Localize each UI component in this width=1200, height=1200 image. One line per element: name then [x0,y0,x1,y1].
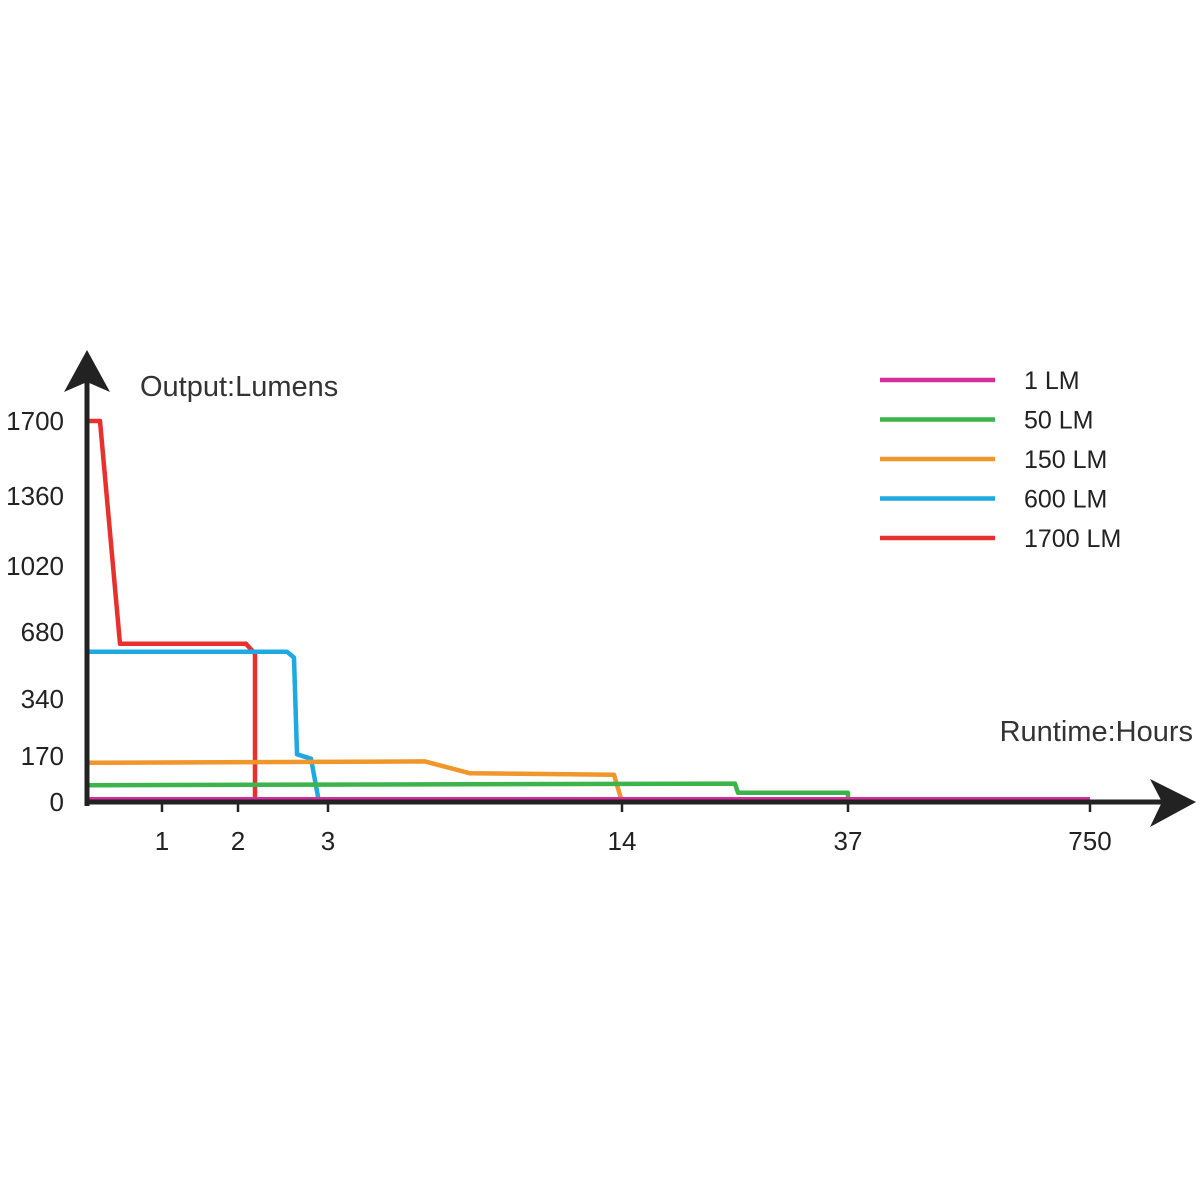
legend-label: 1 LM [1024,367,1080,395]
x-tick-label: 2 [231,826,245,856]
legend-item-1700-lm: 1700 LM [880,525,1121,553]
x-axis-title: Runtime:Hours [1000,716,1193,748]
x-tick-label: 14 [608,826,637,856]
legend-item-50-lm: 50 LM [880,407,1093,435]
x-tick-label: 3 [321,826,335,856]
axes-layer: Output:Lumens Runtime:Hours [64,350,1196,827]
y-tick-label: 0 [50,787,64,817]
series-line-1700-lm [87,418,258,802]
x-axis-arrow-icon [1150,779,1196,827]
x-tick-label: 37 [834,826,863,856]
y-tick-label: 170 [21,741,64,771]
series-line-50-lm [86,781,851,802]
legend-label: 1700 LM [1024,525,1121,553]
y-tick-label: 1360 [6,481,64,511]
y-tick-label: 340 [21,684,64,714]
legend: 1 LM 50 LM 150 LM 600 LM 1700 LM [880,367,1121,553]
x-tick-label: 750 [1068,826,1111,856]
legend-label: 600 LM [1024,486,1107,514]
series-layer [86,418,1090,803]
legend-item-600-lm: 600 LM [880,486,1107,514]
legend-item-150-lm: 150 LM [880,446,1107,474]
y-tick-label: 1700 [6,406,64,436]
y-ticks: 0 170 340 680 1020 1360 1700 [6,406,64,817]
series-line-600-lm [87,649,322,803]
legend-label: 150 LM [1024,446,1107,474]
legend-label: 50 LM [1024,407,1093,435]
series-line-150-lm [86,759,625,803]
y-axis-title: Output:Lumens [140,371,338,403]
x-ticks: 1 2 3 14 37 750 [155,802,1112,856]
x-tick-label: 1 [155,826,169,856]
y-axis-arrow-icon [64,350,110,392]
y-tick-label: 680 [21,617,64,647]
y-tick-label: 1020 [6,551,64,581]
legend-item-1-lm: 1 LM [880,367,1080,395]
